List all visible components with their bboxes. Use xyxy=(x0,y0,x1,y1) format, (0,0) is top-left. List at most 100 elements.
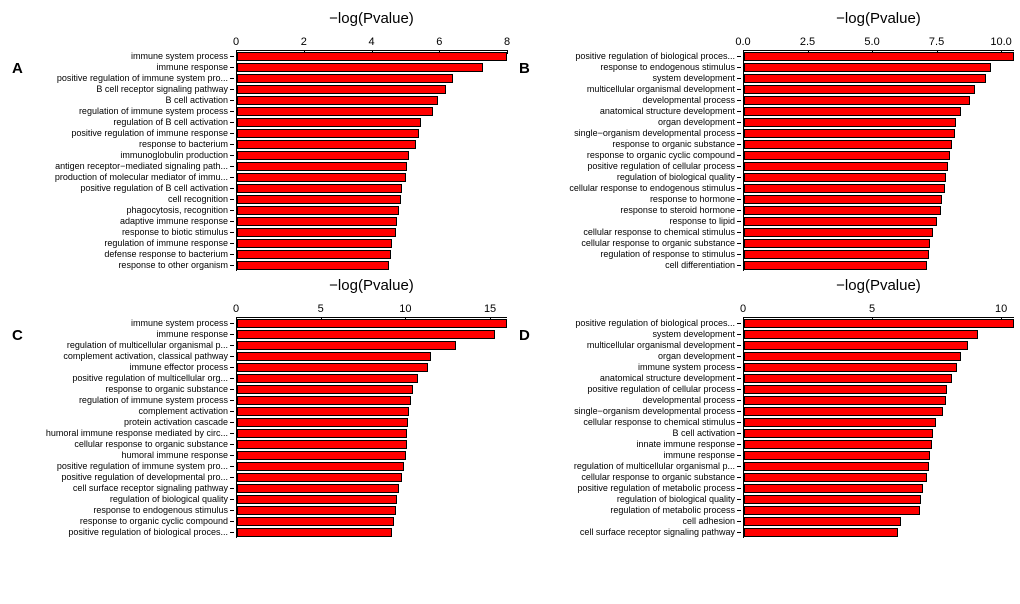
category-label: response to biotic stimulus xyxy=(6,227,234,238)
bar xyxy=(237,173,406,182)
bar xyxy=(744,473,927,482)
bar-row xyxy=(744,494,1014,505)
category-label: immunoglobulin production xyxy=(6,150,234,161)
category-axis: immune system processimmune responseregu… xyxy=(6,296,236,538)
x-tick-label: 10 xyxy=(399,303,411,315)
category-label: cellular response to chemical stimulus xyxy=(513,417,741,428)
panel-letter: B xyxy=(519,60,530,77)
panel-d: D−log(Pvalue)positive regulation of biol… xyxy=(513,277,1014,538)
bar-row xyxy=(744,194,1014,205)
bar xyxy=(237,451,406,460)
bar xyxy=(237,239,392,248)
bar-row xyxy=(744,472,1014,483)
bar-row xyxy=(237,62,507,73)
category-label: single−organism developmental process xyxy=(513,406,741,417)
bars-container xyxy=(236,51,507,271)
category-label: innate immune response xyxy=(513,439,741,450)
bar-row xyxy=(744,238,1014,249)
category-label: defense response to bacterium xyxy=(6,249,234,260)
bar xyxy=(744,462,929,471)
bar xyxy=(744,140,952,149)
bar xyxy=(744,239,930,248)
bar xyxy=(237,528,392,537)
bar xyxy=(237,330,495,339)
category-label: positive regulation of cellular process xyxy=(513,161,741,172)
x-tick-label: 2.5 xyxy=(800,36,815,48)
chart-area: positive regulation of biological proces… xyxy=(513,296,1014,538)
category-label: immune system process xyxy=(513,362,741,373)
category-label: immune effector process xyxy=(6,362,234,373)
x-tick-label: 15 xyxy=(484,303,496,315)
bar-row xyxy=(237,384,507,395)
category-label: immune response xyxy=(513,450,741,461)
x-tick-label: 10 xyxy=(995,303,1007,315)
category-label: immune response xyxy=(6,329,234,340)
bar-row xyxy=(744,95,1014,106)
bar xyxy=(237,96,438,105)
bar-row xyxy=(744,73,1014,84)
x-tick-label: 2 xyxy=(301,36,307,48)
category-label: response to hormone xyxy=(513,194,741,205)
bar-row xyxy=(237,395,507,406)
bar xyxy=(744,129,955,138)
bar xyxy=(744,528,898,537)
bar xyxy=(237,118,421,127)
bar xyxy=(237,250,391,259)
bar xyxy=(744,429,933,438)
x-tick-label: 5 xyxy=(869,303,875,315)
bar-row xyxy=(744,461,1014,472)
bar xyxy=(744,261,927,270)
bar xyxy=(237,195,401,204)
category-label: regulation of immune system process xyxy=(6,395,234,406)
bar xyxy=(237,385,413,394)
category-label: positive regulation of metabolic process xyxy=(513,483,741,494)
bar xyxy=(237,484,399,493)
category-label: cell recognition xyxy=(6,194,234,205)
bar xyxy=(744,418,936,427)
category-label: regulation of biological quality xyxy=(513,494,741,505)
bar-row xyxy=(744,417,1014,428)
category-label: regulation of immune system process xyxy=(6,106,234,117)
bar-row xyxy=(237,340,507,351)
bar xyxy=(237,74,453,83)
category-label: multicellular organismal development xyxy=(513,84,741,95)
bar-row xyxy=(744,318,1014,329)
bar xyxy=(237,363,428,372)
x-axis-title: −log(Pvalue) xyxy=(743,10,1014,27)
category-label: antigen receptor−mediated signaling path… xyxy=(6,161,234,172)
category-label: response to steroid hormone xyxy=(513,205,741,216)
bar xyxy=(744,63,991,72)
category-label: organ development xyxy=(513,117,741,128)
bar-row xyxy=(237,373,507,384)
category-label: positive regulation of immune response xyxy=(6,128,234,139)
x-tick-label: 5 xyxy=(318,303,324,315)
bar xyxy=(744,228,933,237)
bar xyxy=(237,107,433,116)
bar xyxy=(237,396,411,405)
x-tick-label: 6 xyxy=(436,36,442,48)
bar-row xyxy=(237,351,507,362)
x-tick-label: 0 xyxy=(233,303,239,315)
category-label: protein activation cascade xyxy=(6,417,234,428)
category-label: complement activation, classical pathway xyxy=(6,351,234,362)
bar xyxy=(237,261,389,270)
bar xyxy=(237,184,402,193)
category-label: cellular response to endogenous stimulus xyxy=(513,183,741,194)
category-label: phagocytosis, recognition xyxy=(6,205,234,216)
bar-row xyxy=(744,128,1014,139)
bar xyxy=(744,74,986,83)
category-label: anatomical structure development xyxy=(513,373,741,384)
category-label: regulation of multicellular organismal p… xyxy=(513,461,741,472)
bar xyxy=(237,217,397,226)
category-label: developmental process xyxy=(513,395,741,406)
bar xyxy=(744,184,945,193)
x-axis-ticks: 0510 xyxy=(743,296,1014,318)
x-axis-ticks: 0 5 10 15 xyxy=(236,296,507,318)
bar-row xyxy=(744,139,1014,150)
bar-row xyxy=(237,216,507,227)
category-label: system development xyxy=(513,73,741,84)
bar xyxy=(237,495,397,504)
bar-row xyxy=(744,84,1014,95)
bar-row xyxy=(744,384,1014,395)
bar xyxy=(744,118,956,127)
